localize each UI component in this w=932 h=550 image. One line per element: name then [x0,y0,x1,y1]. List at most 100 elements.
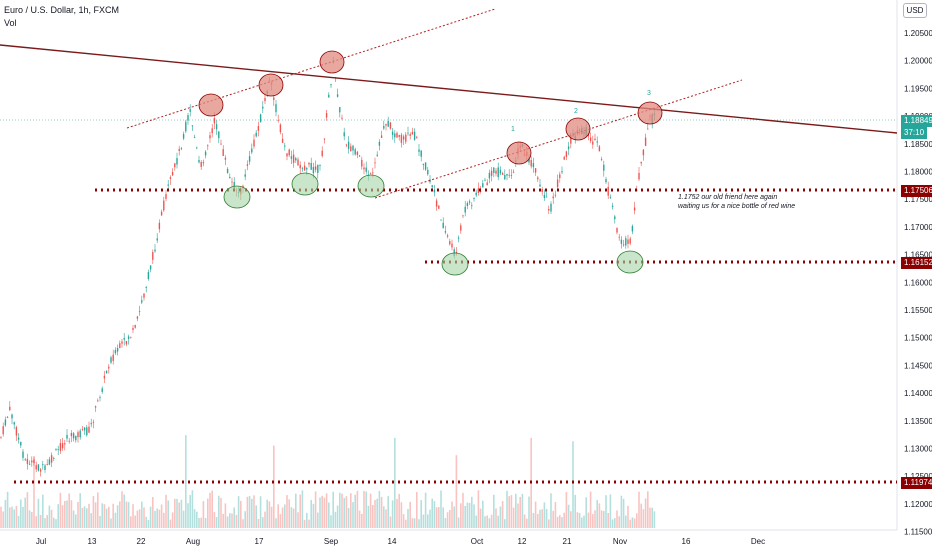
top-circle-marker[interactable] [506,141,532,165]
volume-bar [510,495,513,528]
candle-body [53,458,55,459]
top-circle-marker[interactable] [637,101,663,125]
volume-bar [242,519,244,528]
candle-body [622,244,625,246]
volume-bar [213,512,216,528]
volume-bar [488,518,491,528]
volume-bar [20,499,22,528]
volume-bar [108,506,110,528]
price-tick-label: 1.13500 [904,417,932,426]
volume-bar [479,508,482,528]
currency-button[interactable]: USD [903,3,927,18]
time-tick-label: Oct [471,537,484,546]
candle-body [647,128,649,130]
volume-bar [308,519,310,528]
bottom-circle-marker[interactable] [223,185,251,209]
volume-bar [442,507,444,528]
volume-bar [561,517,563,528]
candle-body [499,170,502,174]
candle-body [424,162,427,170]
candle-body [592,141,594,145]
candle-body [152,252,154,260]
volume-bar [455,455,458,528]
volume-bar [86,508,88,528]
volume-bar [550,493,552,528]
candle-body [61,443,64,449]
volume-bar [273,445,275,528]
trade-note: 1.1752 our old friend here again waiting… [678,193,795,211]
volume-bar [328,502,330,528]
volume-bar [532,512,535,528]
volume-bar [253,495,255,528]
volume-bar [541,509,543,528]
bottom-circle-marker[interactable] [291,172,319,196]
candle-body [444,231,447,233]
bottom-circle-marker[interactable] [441,252,469,276]
volume-bar [400,502,403,528]
candle-body [185,121,187,132]
candle-body [534,168,537,173]
candle-body [191,125,194,127]
resistance-trendline[interactable] [0,44,898,134]
candle-body [55,449,57,450]
candle-body [506,173,508,176]
volume-bar [167,500,169,528]
volume-bar [6,491,9,528]
top-circle-marker[interactable] [565,117,591,141]
volume-bar [460,503,462,528]
volume-bars [0,435,656,528]
top-circle-marker[interactable] [319,50,345,74]
candle-body [149,265,152,270]
volume-bar [642,509,645,528]
bottom-circle-marker[interactable] [357,174,385,198]
volume-bar [347,507,350,528]
volume-bar [361,513,363,528]
top-circle-marker[interactable] [198,93,224,117]
candle-body [244,174,246,177]
candle-body [198,160,200,163]
price-tick-label: 1.12000 [904,500,932,509]
candle-body [42,464,44,465]
candle-body [292,154,295,163]
volume-bar [365,491,367,528]
volume-bar [132,504,134,528]
candle-body [605,179,607,183]
volume-label: Vol [4,18,17,28]
volume-bar [341,493,343,528]
candle-body [398,135,400,137]
volume-bar [211,490,213,528]
volume-bar [138,509,141,528]
top-circle-marker[interactable] [258,73,284,97]
volume-bar [596,500,598,528]
bottom-circle-marker[interactable] [616,250,644,274]
candle-body [431,185,433,188]
volume-bar [281,507,284,528]
candle-body [273,97,275,100]
candle-body [427,169,429,175]
volume-bar [378,490,381,528]
candle-body [110,357,112,363]
level-tag-117506: 1.17506 [901,185,932,197]
candle-body [167,184,169,186]
volume-bar [156,508,158,528]
volume-bar [4,499,7,528]
candle-body [411,131,414,135]
lower-channel-line[interactable] [374,79,743,199]
volume-bar [310,499,312,528]
candle-body [629,238,631,244]
volume-bar [581,517,583,528]
candle-body [299,164,301,169]
volume-bar [616,510,618,528]
candle-body [589,137,592,142]
volume-bar [46,515,48,528]
candle-body [209,135,211,139]
volume-bar [545,509,548,528]
upper-channel-line[interactable] [126,8,496,129]
candle-body [466,203,469,206]
candle-body [387,120,389,127]
candle-body [330,84,332,86]
candle-body [486,182,488,186]
volume-bar [321,495,323,528]
volume-bar [640,503,642,528]
